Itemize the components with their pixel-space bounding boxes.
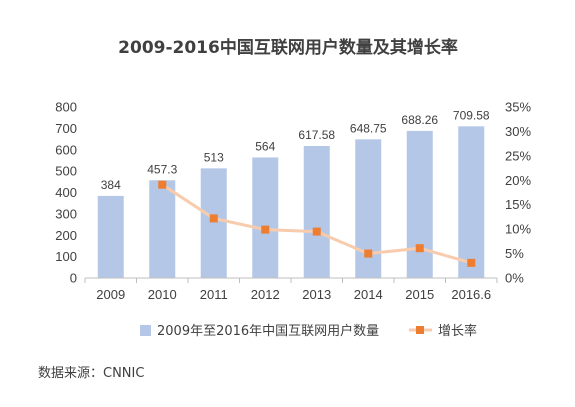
x-axis-tick-label: 2016.6: [451, 287, 491, 302]
bar-data-label: 457.3: [147, 162, 177, 176]
left-axis-tick-label: 600: [55, 142, 77, 157]
bar-data-labels: 384 457.3 513 564 617.58 648.75 688.26 709.58: [101, 108, 490, 192]
right-axis-tick-label: 0%: [505, 271, 524, 286]
right-axis-tick-label: 5%: [505, 246, 524, 261]
source-note: 数据来源：CNNIC: [38, 366, 145, 381]
legend: 2009年至2016年中国互联网用户数量 增长率: [140, 323, 477, 339]
x-axis-tick-label: 2011: [200, 287, 228, 302]
x-axis-tick-label: 2012: [251, 287, 280, 302]
legend-bar-label: 2009年至2016年中国互联网用户数量: [157, 323, 379, 339]
bar: [406, 130, 433, 278]
left-axis-tick-label: 700: [55, 121, 77, 136]
right-axis-tick-label: 10%: [505, 222, 531, 237]
x-axis-tick-label: 2015: [405, 287, 434, 302]
growth-rate-point: [312, 227, 321, 236]
bar-data-label: 564: [255, 139, 275, 153]
x-axis-tick-label: 2014: [354, 287, 383, 302]
x-axis-tick-label: 2013: [302, 287, 331, 302]
growth-rate-point: [467, 258, 476, 267]
bar-data-label: 709.58: [453, 108, 490, 122]
bar-data-label: 648.75: [350, 121, 387, 135]
bar-data-label: 513: [204, 150, 224, 164]
growth-rate-point: [209, 214, 218, 223]
bar: [97, 195, 124, 278]
growth-rate-point: [364, 249, 373, 258]
bar-series: [97, 126, 485, 279]
growth-rate-point: [261, 225, 270, 234]
legend-line-label: 增长率: [438, 323, 477, 339]
left-axis-tick-label: 300: [55, 206, 77, 221]
left-axis-tick-label: 200: [55, 228, 77, 243]
left-axis-ticks: 0 100 200 300 400 500 600 700 800: [55, 100, 77, 286]
bar: [200, 168, 227, 278]
bar-data-label: 617.58: [298, 128, 335, 142]
right-axis-ticks: 0% 5% 10% 15% 20% 25% 30% 35%: [505, 100, 531, 286]
left-axis-tick-label: 100: [55, 249, 77, 264]
left-axis-tick-label: 500: [55, 164, 77, 179]
left-axis-tick-label: 0: [70, 271, 77, 286]
left-axis-tick-label: 800: [55, 100, 77, 115]
growth-rate-series: [158, 180, 476, 267]
bar-data-label: 384: [101, 178, 121, 192]
growth-rate-point: [415, 244, 424, 253]
left-axis-tick-label: 400: [55, 185, 77, 200]
growth-rate-point: [158, 180, 167, 189]
bar: [252, 157, 279, 278]
bar-data-label: 688.26: [401, 113, 438, 127]
legend-line-marker: [416, 326, 424, 334]
x-axis-tick-label: 2009: [96, 287, 125, 302]
chart-title: 2009-2016中国互联网用户数量及其增长率: [118, 37, 458, 58]
right-axis-tick-label: 20%: [505, 173, 531, 188]
bar: [303, 145, 330, 278]
legend-bar-swatch: [140, 325, 151, 336]
bar: [458, 126, 485, 279]
x-axis-tick-label: 2010: [148, 287, 177, 302]
right-axis-tick-label: 30%: [505, 124, 531, 139]
right-axis-tick-label: 25%: [505, 148, 531, 163]
right-axis-tick-label: 35%: [505, 100, 531, 115]
right-axis-tick-label: 15%: [505, 197, 531, 212]
x-axis-ticks: 2009 2010 2011 2012 2013 2014 2015 2016.6: [84, 278, 498, 302]
bar: [149, 180, 176, 278]
